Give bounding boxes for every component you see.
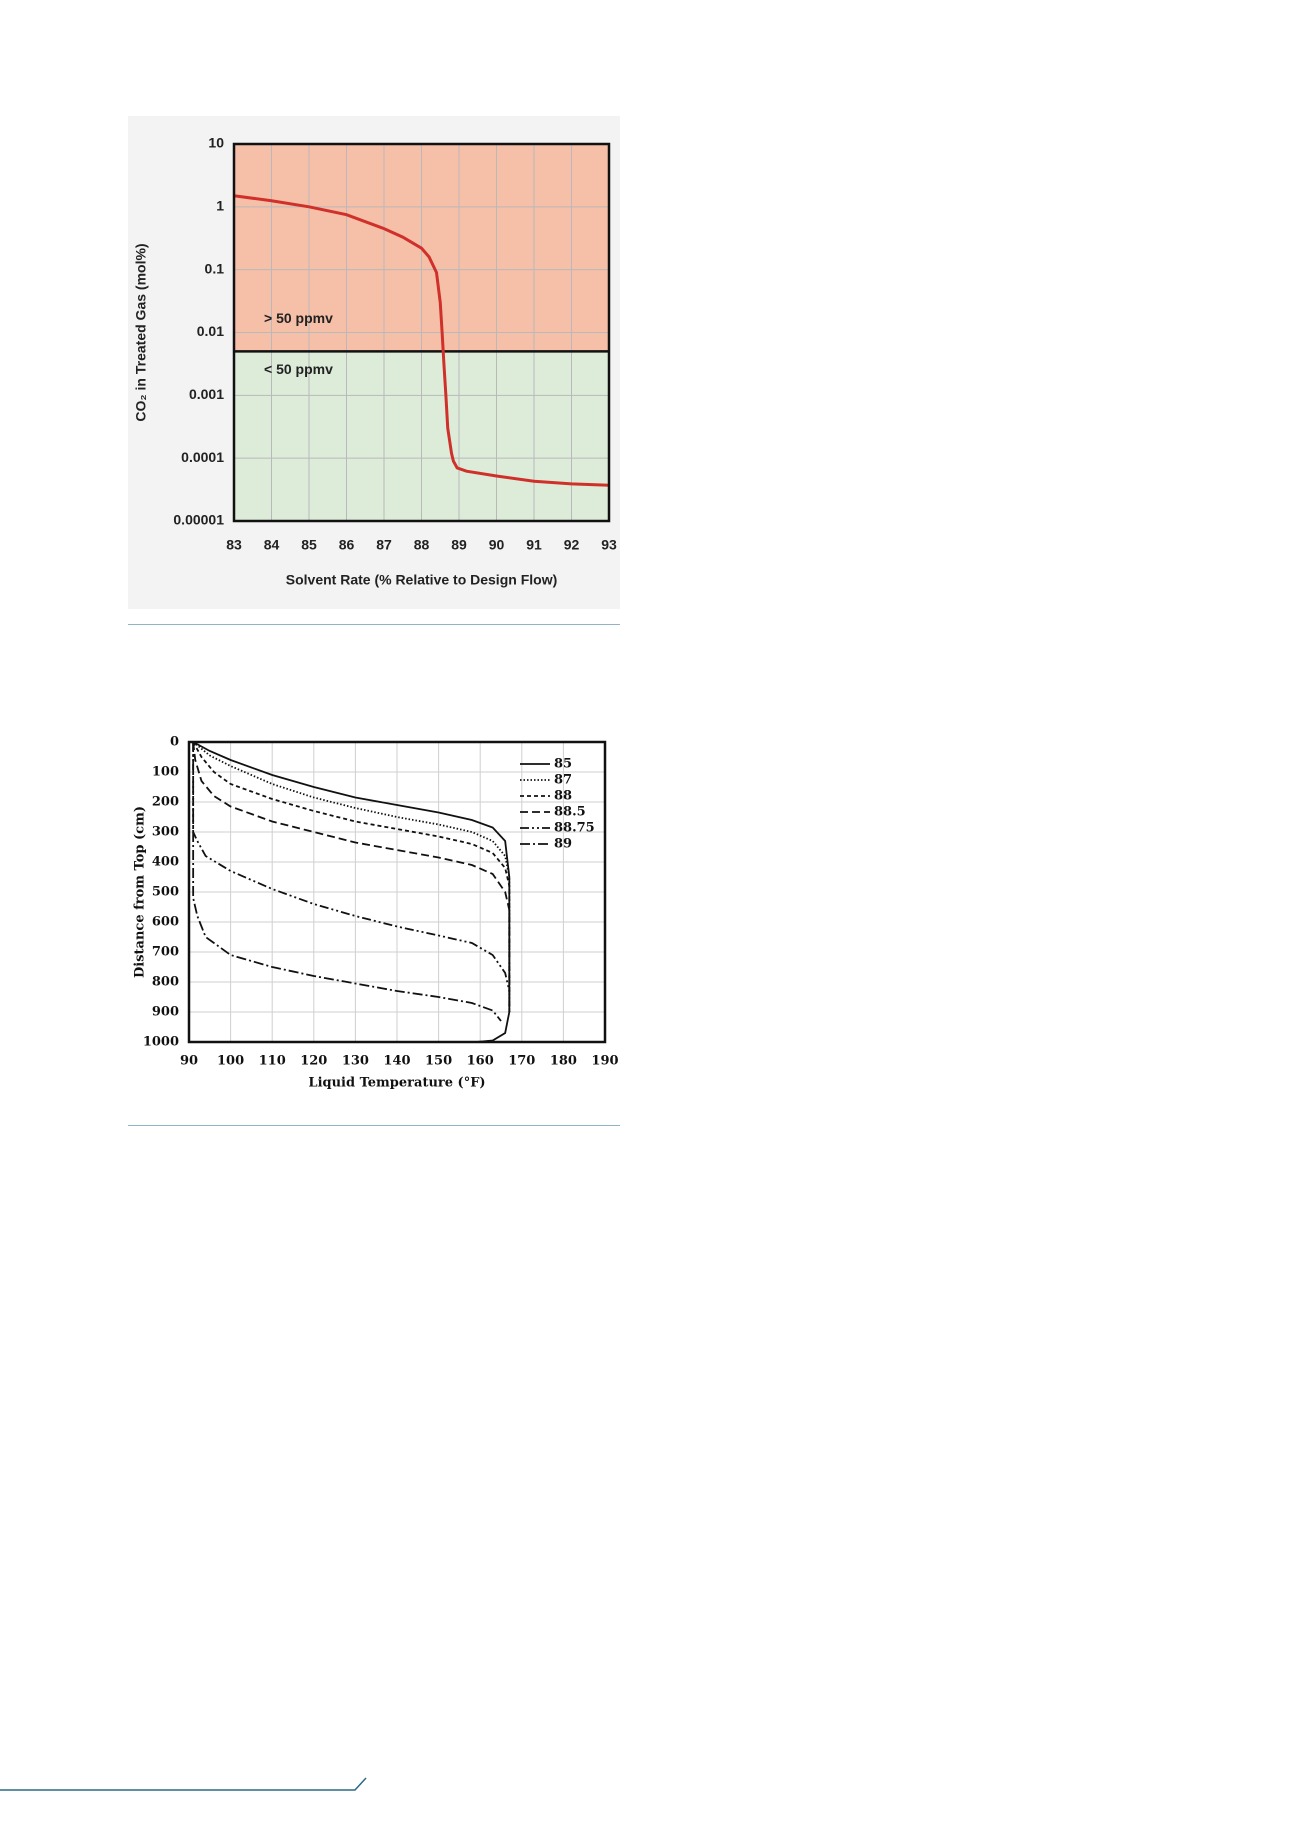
- y-tick-label: 400: [152, 855, 179, 870]
- y-tick-label: 0.1: [205, 260, 225, 276]
- y-tick-label: 300: [152, 825, 179, 840]
- y-tick-label: 1: [216, 198, 224, 214]
- chart-co2: 0.00001 0.0001 0.001 0.01 0.1 1 10 83 84 85 86 87 88…: [128, 116, 620, 609]
- x-tick-label: 140: [383, 1054, 410, 1069]
- y-tick-label: 0: [170, 735, 179, 750]
- data-line: [233, 194, 610, 487]
- x-tick-label: 91: [526, 537, 542, 553]
- x-tick-label: 170: [508, 1054, 535, 1069]
- data-line: [192, 742, 511, 992]
- annotation: > 50 ppmv: [264, 310, 333, 326]
- y-tick-label: 0.0001: [181, 449, 224, 465]
- legend-label: 89: [554, 837, 572, 852]
- x-tick-label: 93: [601, 537, 617, 553]
- x-tick-label: 90: [489, 537, 505, 553]
- y-tick-label: 1000: [143, 1035, 179, 1050]
- y-axis-label: Distance from Top (cm): [133, 806, 148, 978]
- y-tick-label: 900: [152, 1005, 179, 1020]
- x-tick-label: 84: [264, 537, 280, 553]
- x-tick-label: 190: [591, 1054, 618, 1069]
- plot-frame: [232, 142, 611, 523]
- x-tick-label: 180: [550, 1054, 577, 1069]
- x-tick-label: 88: [414, 537, 430, 553]
- data-line: [192, 741, 511, 1012]
- legend-label: 88.5: [554, 805, 586, 820]
- y-tick-label: 0.00001: [173, 512, 224, 528]
- data-line: [192, 742, 502, 1022]
- separator: [128, 1125, 620, 1126]
- x-tick-label: 83: [226, 537, 242, 553]
- legend-label: 87: [554, 773, 572, 788]
- x-tick-label: 150: [425, 1054, 452, 1069]
- x-axis-label: Solvent Rate (% Relative to Design Flow): [286, 572, 558, 588]
- x-tick-label: 85: [301, 537, 317, 553]
- y-tick-label: 600: [152, 915, 179, 930]
- y-tick-label: 800: [152, 975, 179, 990]
- y-tick-label: 10: [208, 135, 224, 151]
- y-tick-label: 0.001: [189, 386, 224, 402]
- y-tick-label: 0.01: [197, 323, 224, 339]
- x-tick-label: 130: [342, 1054, 369, 1069]
- legend-label: 88: [554, 789, 572, 804]
- y-axis-label: CO₂ in Treated Gas (mol%): [133, 243, 149, 421]
- data-line: [192, 741, 511, 1012]
- x-tick-label: 160: [467, 1054, 494, 1069]
- x-tick-label: 120: [300, 1054, 327, 1069]
- legend-label: 85: [554, 757, 572, 772]
- annotation: < 50 ppmv: [264, 361, 333, 377]
- data-line: [192, 741, 511, 1043]
- y-tick-label: 500: [152, 885, 179, 900]
- x-axis-label: Liquid Temperature (°F): [308, 1076, 485, 1091]
- x-tick-label: 100: [217, 1054, 244, 1069]
- x-tick-label: 86: [339, 537, 355, 553]
- separator: [128, 624, 620, 625]
- footer-rule: [0, 1777, 367, 1791]
- x-tick-label: 110: [259, 1054, 286, 1069]
- y-tick-label: 100: [152, 765, 179, 780]
- legend-label: 88.75: [554, 821, 595, 836]
- y-tick-label: 200: [152, 795, 179, 810]
- y-tick-label: 700: [152, 945, 179, 960]
- x-tick-label: 87: [376, 537, 392, 553]
- x-tick-label: 90: [180, 1054, 198, 1069]
- footer-line: [0, 1777, 367, 1791]
- x-tick-label: 92: [564, 537, 580, 553]
- x-tick-label: 89: [451, 537, 467, 553]
- plot-frame: [187, 740, 607, 1044]
